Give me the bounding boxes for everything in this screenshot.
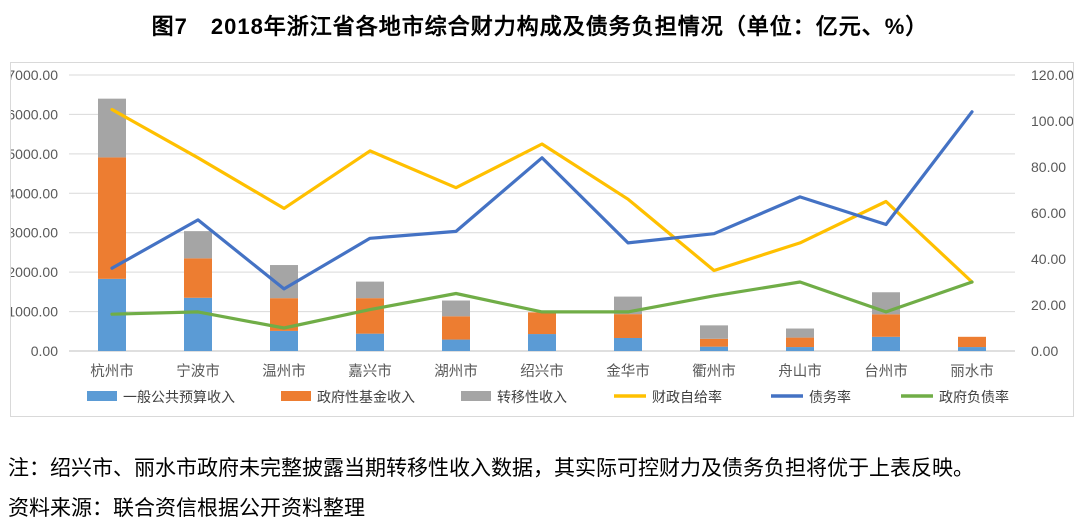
bar-segment-转移性收入	[700, 325, 728, 339]
data-source: 资料来源：联合资信根据公开资料整理	[8, 496, 365, 520]
bar-segment-转移性收入	[356, 281, 384, 299]
x-axis-label: 宁波市	[176, 363, 220, 380]
x-axis-label: 绍兴市	[520, 363, 564, 380]
left-axis-tick-label: 6000.00	[11, 106, 58, 122]
footnote: 注：绍兴市、丽水市政府未完整披露当期转移性收入数据，其实际可控财力及债务负担将优…	[8, 456, 974, 480]
bar-segment-转移性收入	[184, 231, 212, 259]
right-axis-tick-label: 100.00	[1031, 113, 1073, 129]
left-axis-tick-label: 4000.00	[11, 185, 58, 201]
line-政府负债率	[110, 280, 974, 330]
right-axis-tick-label: 80.00	[1031, 159, 1066, 175]
legend-label-转移性收入: 转移性收入	[497, 389, 567, 405]
right-axis-tick-label: 20.00	[1031, 297, 1066, 313]
bar-segment-政府性基金收入	[184, 258, 212, 298]
x-axis-label: 衢州市	[692, 363, 736, 380]
bar-segment-政府性基金收入	[98, 157, 126, 279]
bar-segment-政府性基金收入	[872, 314, 900, 337]
legend-swatch-一般公共预算收入	[87, 391, 117, 401]
x-axis-label: 嘉兴市	[348, 363, 392, 380]
x-axis-label: 湖州市	[434, 363, 478, 380]
bar-segment-转移性收入	[786, 328, 814, 338]
legend-label-一般公共预算收入: 一般公共预算收入	[123, 389, 235, 405]
right-axis-tick-label: 60.00	[1031, 205, 1066, 221]
x-axis-label: 杭州市	[90, 363, 134, 380]
x-axis-label: 台州市	[864, 363, 908, 380]
bar-segment-政府性基金收入	[958, 336, 986, 348]
chart-canvas: 0.00 1000.00 2000.00 3000.00 4000.00 5000.00 6…	[7, 67, 1074, 405]
left-axis-tick-label: 7000.00	[11, 67, 58, 83]
bar-segment-一般公共预算收入	[786, 347, 814, 351]
x-axis-label: 温州市	[262, 363, 306, 380]
left-axis-tick-label: 2000.00	[11, 264, 58, 280]
bar-segment-政府性基金收入	[356, 298, 384, 334]
legend-label-财政自给率: 财政自给率	[652, 389, 722, 405]
right-axis-tick-label: 40.00	[1031, 251, 1066, 267]
x-axis-label: 舟山市	[778, 363, 822, 380]
legend-label-政府性基金收入: 政府性基金收入	[317, 389, 415, 405]
bar-segment-政府性基金收入	[786, 337, 814, 348]
right-axis-tick-label: 120.00	[1031, 67, 1073, 83]
left-axis-tick-label: 0.00	[31, 343, 58, 359]
bar-segment-一般公共预算收入	[184, 297, 212, 351]
legend-swatch-政府性基金收入	[281, 391, 311, 401]
x-axis-label: 金华市	[606, 363, 650, 380]
legend-label-债务率: 债务率	[809, 389, 851, 405]
bar-segment-转移性收入	[442, 300, 470, 317]
legend-swatch-转移性收入	[461, 391, 491, 401]
bar-segment-政府性基金收入	[528, 312, 556, 335]
chart-area: 0.00 1000.00 2000.00 3000.00 4000.00 5000.00 6…	[7, 62, 1074, 417]
bar-segment-一般公共预算收入	[270, 330, 298, 351]
bar-segment-政府性基金收入	[442, 316, 470, 340]
bar-segment-一般公共预算收入	[958, 347, 986, 351]
legend-label-政府负债率: 政府负债率	[939, 389, 1009, 405]
line-财政自给率	[110, 107, 974, 284]
line-债务率	[110, 110, 974, 291]
bar-segment-政府性基金收入	[700, 338, 728, 347]
x-axis-label: 丽水市	[950, 363, 994, 380]
bar-segment-一般公共预算收入	[442, 339, 470, 351]
left-axis-tick-label: 5000.00	[11, 146, 58, 162]
left-axis-tick-label: 1000.00	[11, 304, 58, 320]
bar-segment-转移性收入	[98, 98, 126, 158]
left-axis-tick-label: 3000.00	[11, 225, 58, 241]
bar-segment-一般公共预算收入	[356, 333, 384, 351]
bar-segment-一般公共预算收入	[614, 337, 642, 351]
bar-segment-政府性基金收入	[614, 314, 642, 338]
bar-segment-一般公共预算收入	[872, 336, 900, 351]
page-title: 图7 2018年浙江省各地市综合财力构成及债务负担情况（单位：亿元、%）	[151, 14, 929, 39]
bar-segment-一般公共预算收入	[700, 346, 728, 351]
bar-segment-一般公共预算收入	[528, 334, 556, 351]
right-axis-tick-label: 0.00	[1031, 343, 1058, 359]
